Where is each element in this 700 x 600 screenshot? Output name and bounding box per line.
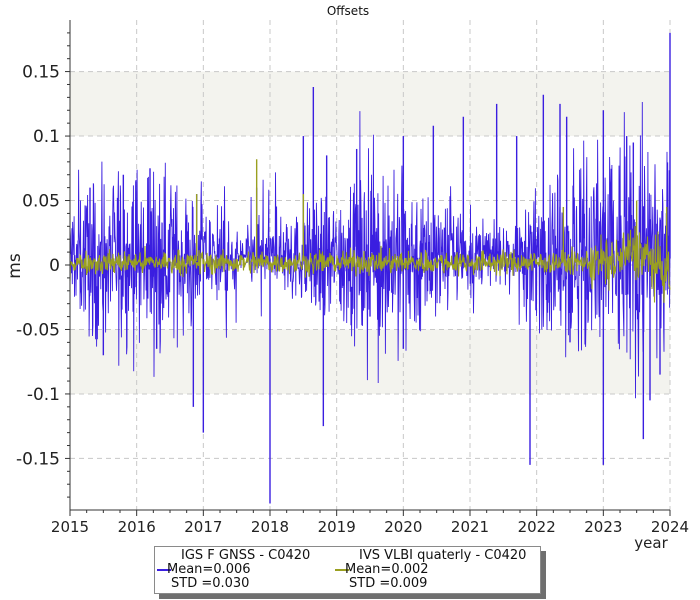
y-tick-label: 0.1 <box>33 127 60 147</box>
legend-label-gnss: IGS F GNSS - C0420 <box>181 548 311 563</box>
chart-title: Offsets <box>327 4 369 18</box>
x-tick-label: 2019 <box>318 518 356 536</box>
x-tick-labels: 2015 2016 2017 2018 2019 2020 2021 2022 2023 2024 <box>51 518 689 536</box>
shaded-band <box>70 71 670 137</box>
series-ivs-vlbi <box>69 159 671 303</box>
legend-std-gnss: STD =0.030 <box>171 576 250 591</box>
y-tick-label: -0.15 <box>16 449 60 469</box>
y-axis-label: ms <box>5 253 25 279</box>
x-axis-label: year <box>634 534 668 552</box>
x-tick-label: 2015 <box>51 518 89 536</box>
x-tick-label: 2016 <box>118 518 156 536</box>
x-tick-label: 2018 <box>251 518 289 536</box>
x-tick-label: 2023 <box>584 518 622 536</box>
legend: IGS F GNSS - C0420 Mean=0.006 STD =0.030… <box>154 546 541 594</box>
legend-mean-gnss: Mean=0.006 <box>167 562 251 577</box>
y-tick-label: 0.15 <box>22 63 60 83</box>
y-tick-label: 0.05 <box>22 192 60 212</box>
x-tick-label: 2020 <box>384 518 422 536</box>
x-tick-label: 2021 <box>451 518 489 536</box>
x-tick-label: 2017 <box>184 518 222 536</box>
x-tick-label: 2024 <box>651 518 689 536</box>
legend-std-vlbi: STD =0.009 <box>349 576 428 591</box>
axes <box>65 20 671 516</box>
y-tick-label: 0 <box>49 256 60 276</box>
legend-swatch-gnss <box>157 569 171 571</box>
legend-mean-vlbi: Mean=0.002 <box>345 562 429 577</box>
y-tick-label: -0.1 <box>27 385 60 405</box>
x-tick-label: 2022 <box>518 518 556 536</box>
legend-swatch-vlbi <box>335 569 349 571</box>
legend-label-vlbi: IVS VLBI quaterly - C0420 <box>359 548 527 563</box>
y-tick-labels: -0.15 -0.1 -0.05 0 0.05 0.1 0.15 <box>16 63 60 470</box>
y-tick-label: -0.05 <box>16 320 60 340</box>
series-line-vlbi <box>69 225 671 303</box>
